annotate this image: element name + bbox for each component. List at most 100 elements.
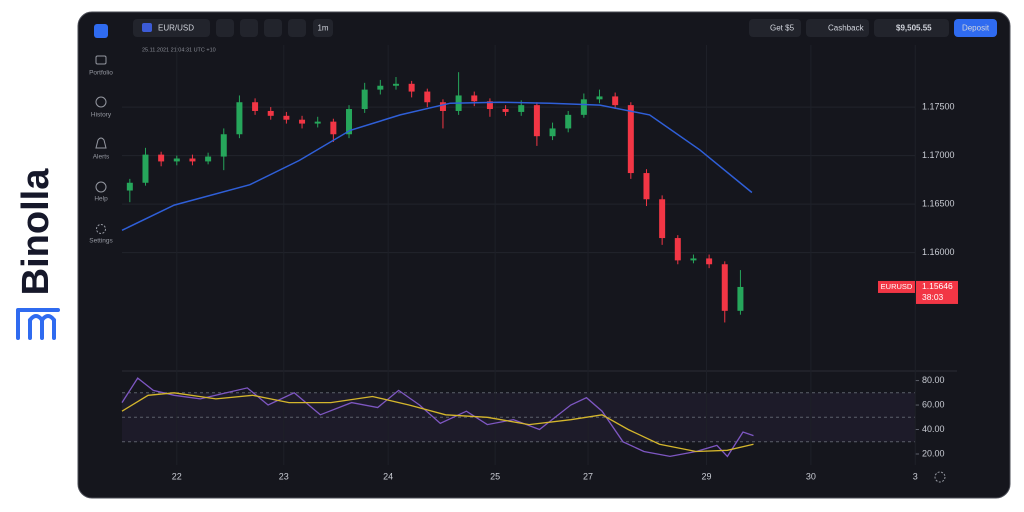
flag-icon: [142, 23, 152, 32]
cashback[interactable]: Cashback: [828, 24, 865, 33]
sidebar-label[interactable]: Portfolio: [89, 70, 113, 77]
timeframe-button[interactable]: [313, 19, 333, 37]
x-tick-label: 30: [806, 471, 816, 481]
chart-settings[interactable]: [934, 471, 946, 483]
app-logo[interactable]: [94, 24, 108, 38]
sidebar-label[interactable]: Help: [94, 196, 108, 203]
y-tick-label: 20.00: [922, 448, 945, 458]
candle-body: [721, 264, 728, 311]
candle-body: [565, 114, 572, 129]
app-window: [77, 11, 1011, 499]
candle-body: [346, 109, 353, 135]
x-tick-label: 27: [583, 471, 593, 481]
bonus-button[interactable]: [749, 19, 801, 37]
alerts-icon[interactable]: [95, 137, 107, 149]
x-tick-label: 22: [172, 471, 182, 481]
balance-button[interactable]: [874, 19, 949, 37]
y-tick-label: 80.00: [922, 375, 945, 385]
x-tick-label: 25: [490, 471, 500, 481]
symbol-tag: EURUSD: [881, 282, 913, 291]
candle-body: [690, 258, 697, 261]
candle-body: [314, 121, 321, 124]
last-price: 1.15646: [922, 281, 953, 291]
sidebar-label[interactable]: History: [91, 112, 112, 119]
moving-average: [121, 101, 753, 231]
candle-body: [549, 128, 556, 137]
candle-body: [627, 105, 634, 174]
candle-body: [439, 102, 446, 111]
x-tick-label: 24: [383, 471, 393, 481]
candle-body: [486, 101, 493, 110]
history-icon[interactable]: [95, 96, 107, 108]
brand-logo: [16, 308, 60, 340]
toolbar: EUR/USD 1m Get $5 Cashback $9,505.55 Dep…: [133, 19, 997, 37]
candle-body: [377, 85, 384, 90]
symbol-tag-box: [878, 280, 915, 293]
settings-icon[interactable]: [96, 224, 106, 234]
cashback-button[interactable]: [806, 19, 869, 37]
candle-body: [518, 105, 525, 112]
y-tick-label: 60.00: [922, 399, 945, 409]
price-box: [916, 280, 958, 304]
fullscreen-button[interactable]: [288, 19, 306, 37]
portfolio-icon[interactable]: [95, 55, 107, 65]
bonus[interactable]: Get $5: [770, 24, 795, 33]
y-tick-label: 1.17500: [922, 101, 955, 111]
sidebar: Portfolio History Alerts Help Settings: [89, 24, 113, 245]
candle-timer: 38:03: [922, 292, 944, 302]
candle-body: [267, 110, 274, 116]
candle-body: [173, 158, 180, 162]
candle-body: [612, 96, 619, 106]
timeframe[interactable]: 1m: [317, 24, 328, 33]
brand: Binolla: [15, 168, 57, 296]
sidebar-label[interactable]: Alerts: [93, 154, 110, 161]
candle-body: [361, 89, 368, 110]
signal-line: [121, 392, 754, 453]
x-tick-label: 3: [913, 471, 918, 481]
drawing-button[interactable]: [264, 19, 282, 37]
deposit[interactable]: Deposit: [962, 24, 990, 33]
candle-body: [330, 121, 337, 135]
candle-body: [471, 95, 478, 102]
candle-body: [283, 115, 290, 120]
candle-body: [643, 173, 650, 200]
symbol-selector[interactable]: [133, 19, 210, 37]
chart-type-button[interactable]: [240, 19, 258, 37]
candle-body: [408, 83, 415, 92]
deposit-button[interactable]: [954, 19, 997, 37]
indicator-button[interactable]: [216, 19, 234, 37]
candle-body: [252, 102, 259, 111]
y-tick-label: 1.16000: [922, 247, 955, 257]
candle-body: [220, 134, 227, 157]
candle-body: [580, 99, 587, 115]
candle-body: [659, 199, 666, 239]
candle-body: [596, 96, 603, 100]
candle-body: [706, 258, 713, 265]
y-tick-label: 1.16500: [922, 198, 955, 208]
candle-body: [299, 119, 306, 124]
candle-body: [502, 109, 509, 112]
x-tick-label: 23: [279, 471, 289, 481]
candle-body: [205, 156, 212, 162]
candle-body: [189, 158, 196, 162]
candle-body: [126, 182, 133, 191]
candle-body: [674, 238, 681, 261]
plot: 1.17500 1.17000 1.16500 1.16000 80.00 60.00 40…: [121, 45, 958, 481]
symbol[interactable]: EUR/USD: [158, 24, 194, 33]
candle-body: [533, 105, 540, 137]
candle-body: [424, 91, 431, 103]
y-tick-label: 40.00: [922, 424, 945, 434]
candle-body: [392, 83, 399, 86]
candle-body: [236, 102, 243, 135]
y-tick-label: 1.17000: [922, 150, 955, 160]
timestamp: 25.11.2021 21:04:31 UTC +10: [142, 47, 216, 53]
x-tick-label: 29: [701, 471, 711, 481]
candle-body: [142, 154, 149, 183]
balance[interactable]: $9,505.55: [896, 24, 932, 33]
candle-body: [158, 154, 165, 162]
sidebar-label[interactable]: Settings: [89, 238, 113, 245]
candle-body: [737, 286, 744, 311]
help-icon[interactable]: [95, 181, 107, 193]
rsi-line: [121, 377, 754, 458]
